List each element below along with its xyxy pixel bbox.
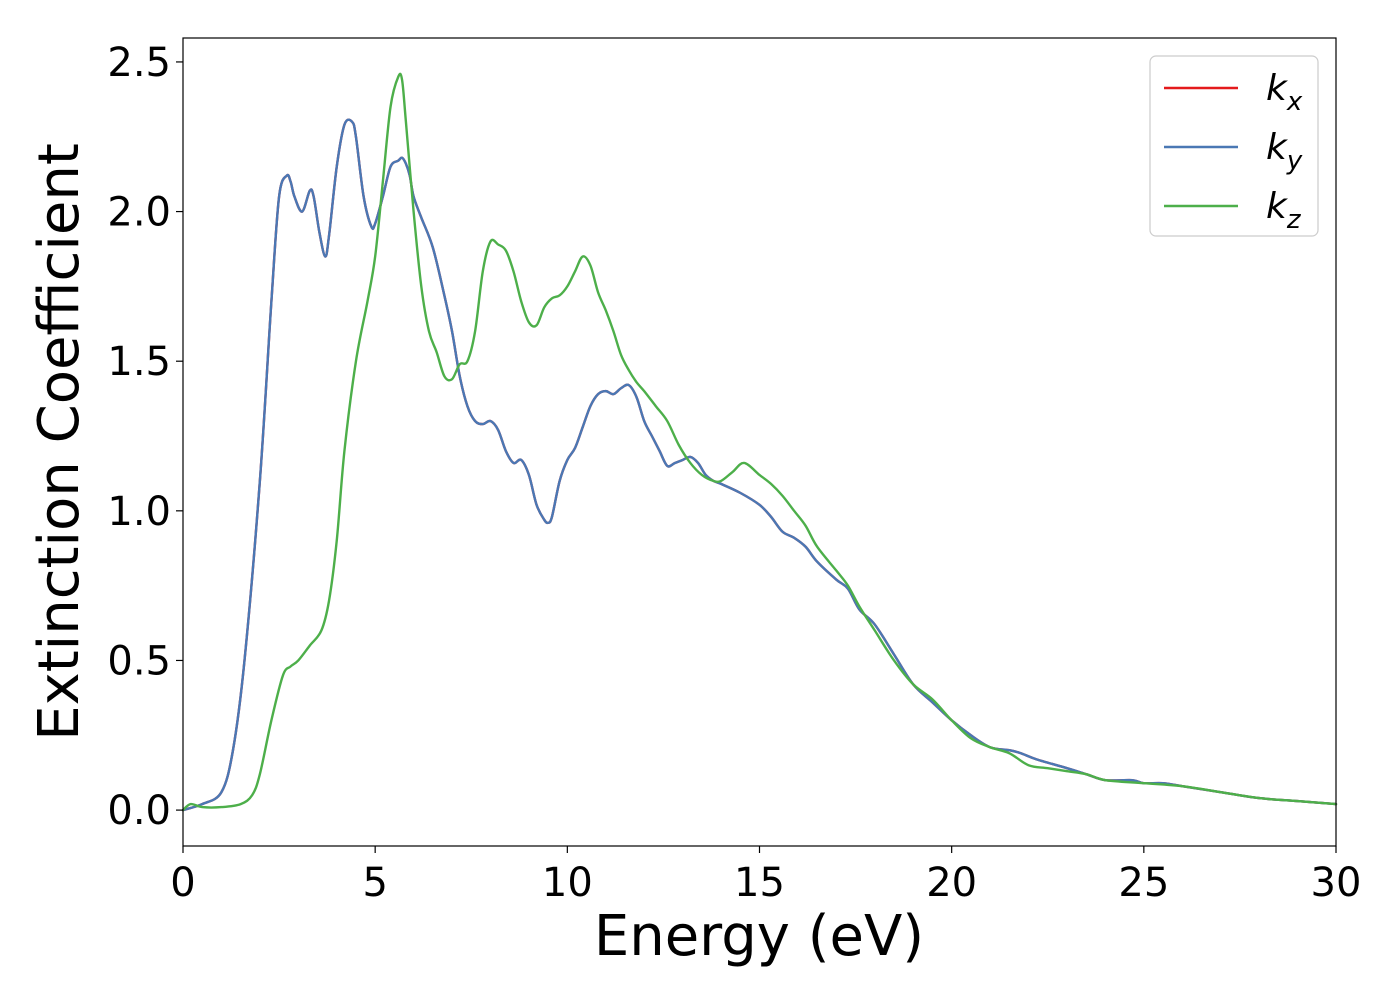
y-axis-ticks: 0.0 0.5 1.0 1.5 2.0 2.5	[107, 40, 183, 834]
x-tick-label: 15	[734, 860, 785, 906]
x-tick-label: 5	[362, 860, 387, 906]
legend-label-ky: ky	[1266, 127, 1303, 176]
legend-label-kz: kz	[1266, 186, 1302, 235]
x-tick-label: 25	[1118, 860, 1169, 906]
legend-label-base: k	[1266, 68, 1289, 109]
y-tick-label: 2.5	[107, 40, 171, 86]
y-tick-label: 2.0	[107, 190, 171, 236]
y-tick-label: 0.5	[107, 638, 171, 684]
x-tick-label: 10	[542, 860, 593, 906]
legend-label-subscript: x	[1286, 87, 1303, 117]
y-tick-label: 1.0	[107, 489, 171, 535]
legend-label-subscript: z	[1286, 205, 1302, 235]
legend-label-kx: kx	[1266, 68, 1303, 117]
legend-label-base: k	[1266, 186, 1289, 227]
x-tick-label: 20	[926, 860, 977, 906]
plot-lines	[181, 72, 1338, 812]
x-tick-label: 0	[170, 860, 195, 906]
x-tick-label: 30	[1311, 860, 1362, 906]
y-tick-label: 0.0	[107, 788, 171, 834]
series-line-kz	[181, 72, 1338, 812]
y-axis-label: Extinction Coefficient	[27, 143, 92, 741]
legend-label-subscript: y	[1286, 146, 1303, 176]
legend-label-base: k	[1266, 127, 1289, 168]
x-axis-label: Energy (eV)	[594, 904, 924, 969]
x-axis-ticks: 0 5 10 15 20 25 30	[170, 846, 1361, 906]
y-tick-label: 1.5	[107, 339, 171, 385]
